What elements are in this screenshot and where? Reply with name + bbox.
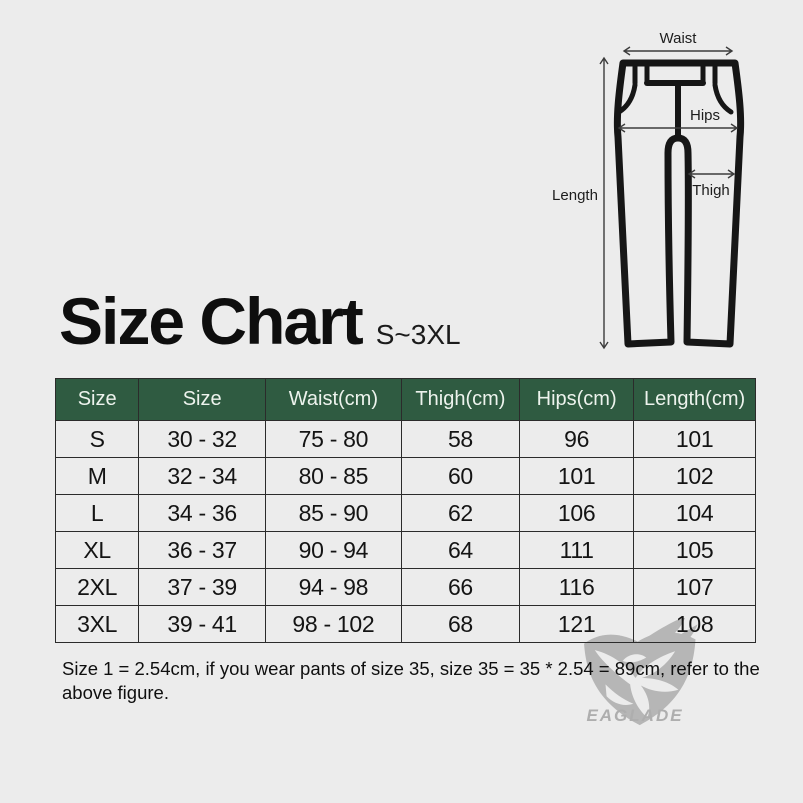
- cell-hips: 96: [519, 420, 635, 458]
- cell-thigh: 64: [400, 531, 521, 569]
- cell-size: S: [54, 420, 140, 458]
- cell-waist: 80 - 85: [264, 457, 402, 495]
- title-row: Size Chart S~3XL: [59, 288, 461, 354]
- cell-waist: 75 - 80: [264, 420, 402, 458]
- cell-thigh: 62: [400, 494, 521, 532]
- cell-hips: 116: [519, 568, 635, 606]
- cell-length: 105: [633, 531, 756, 569]
- table-header-row: Size Size Waist(cm) Thigh(cm) Hips(cm) L…: [54, 378, 756, 421]
- pants-measure-diagram: [599, 46, 745, 350]
- table-row: XL 36 - 37 90 - 94 64 111 105: [54, 531, 756, 569]
- cell-waist: 98 - 102: [264, 605, 402, 643]
- cell-size-range: 36 - 37: [138, 531, 266, 569]
- cell-size-range: 32 - 34: [138, 457, 266, 495]
- note-line-2: above figure.: [62, 682, 169, 703]
- cell-hips: 101: [519, 457, 635, 495]
- header-hips: Hips(cm): [519, 378, 635, 421]
- header-thigh: Thigh(cm): [400, 378, 521, 421]
- header-size-number: Size: [138, 378, 266, 421]
- cell-length: 108: [633, 605, 756, 643]
- cell-hips: 111: [519, 531, 635, 569]
- size-conversion-note: Size 1 = 2.54cm, if you wear pants of si…: [62, 657, 762, 705]
- cell-thigh: 58: [400, 420, 521, 458]
- table-row: 3XL 39 - 41 98 - 102 68 121 108: [54, 605, 756, 643]
- thigh-label: Thigh: [692, 182, 730, 199]
- hips-label: Hips: [689, 107, 720, 124]
- cell-size-range: 30 - 32: [138, 420, 266, 458]
- cell-size-range: 34 - 36: [138, 494, 266, 532]
- cell-length: 102: [633, 457, 756, 495]
- cell-size: 2XL: [54, 568, 140, 606]
- cell-hips: 121: [519, 605, 635, 643]
- cell-length: 101: [633, 420, 756, 458]
- header-waist: Waist(cm): [264, 378, 402, 421]
- cell-size-range: 37 - 39: [138, 568, 266, 606]
- size-chart-table: Size Size Waist(cm) Thigh(cm) Hips(cm) L…: [54, 378, 756, 643]
- brand-name: EAGLADE: [586, 706, 684, 725]
- cell-thigh: 60: [400, 457, 521, 495]
- cell-waist: 90 - 94: [264, 531, 402, 569]
- cell-size: XL: [54, 531, 140, 569]
- cell-size-range: 39 - 41: [138, 605, 266, 643]
- cell-size: 3XL: [54, 605, 140, 643]
- table-row: 2XL 37 - 39 94 - 98 66 116 107: [54, 568, 756, 606]
- cell-waist: 94 - 98: [264, 568, 402, 606]
- size-range-subtitle: S~3XL: [375, 319, 461, 350]
- header-length: Length(cm): [633, 378, 756, 421]
- table-row: L 34 - 36 85 - 90 62 106 104: [54, 494, 756, 532]
- header-size-letter: Size: [54, 378, 140, 421]
- waist-label: Waist: [659, 30, 697, 47]
- cell-length: 104: [633, 494, 756, 532]
- cell-size: L: [54, 494, 140, 532]
- table-row: M 32 - 34 80 - 85 60 101 102: [54, 457, 756, 495]
- cell-thigh: 66: [400, 568, 521, 606]
- cell-hips: 106: [519, 494, 635, 532]
- table-row: S 30 - 32 75 - 80 58 96 101: [54, 420, 756, 458]
- length-label: Length: [552, 187, 598, 204]
- cell-waist: 85 - 90: [264, 494, 402, 532]
- cell-length: 107: [633, 568, 756, 606]
- note-line-1: Size 1 = 2.54cm, if you wear pants of si…: [62, 658, 760, 679]
- cell-thigh: 68: [400, 605, 521, 643]
- page-title: Size Chart: [59, 284, 364, 358]
- cell-size: M: [54, 457, 140, 495]
